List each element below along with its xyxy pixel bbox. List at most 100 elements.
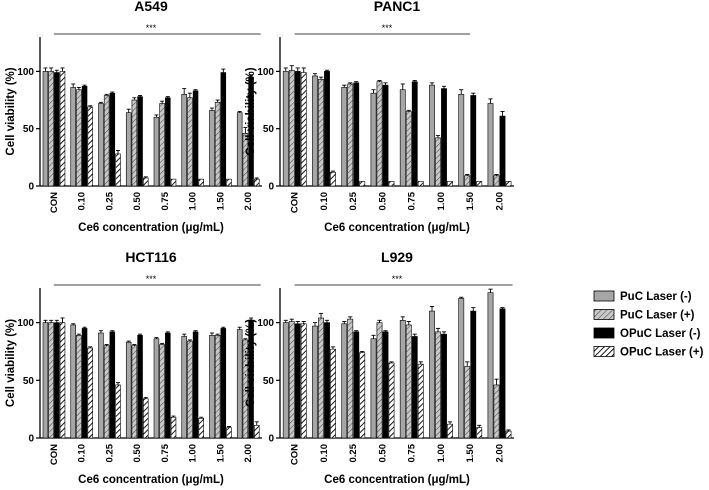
bar-l929-CON-s2 xyxy=(288,321,295,439)
bar-panc1-1.50-s2 xyxy=(464,175,471,187)
bar-hct116-2.00-s1 xyxy=(236,329,243,439)
bar-hct116-0.25-s1 xyxy=(98,332,104,439)
x-tick-label: 0.75 xyxy=(160,191,171,210)
bar-l929-0.25-s1 xyxy=(341,323,348,439)
bar-hct116-0.25-s4 xyxy=(115,384,121,439)
x-tick-label: CON xyxy=(49,192,60,213)
x-tick-label: 1.00 xyxy=(436,444,447,463)
bar-a549-1.50-s2 xyxy=(214,102,221,187)
bar-a549-CON-s1 xyxy=(42,71,49,187)
bar-hct116-0.10-s3 xyxy=(81,328,88,439)
x-axis-label: Ce6 concentration (μg/mL) xyxy=(78,222,224,234)
bar-l929-0.50-s1 xyxy=(370,338,377,439)
bar-panc1-0.50-s3 xyxy=(382,84,389,187)
x-tick-label: 0.25 xyxy=(348,443,359,462)
bar-l929-0.25-s2 xyxy=(347,318,354,439)
legend-label-3: OPuC Laser (-) xyxy=(620,328,701,340)
bar-panc1-0.10-s4 xyxy=(330,171,336,187)
bar-a549-0.10-s2 xyxy=(76,89,82,187)
bar-a549-CON-s4 xyxy=(59,71,66,187)
x-tick-label: 0.10 xyxy=(319,192,330,211)
x-tick-label: 0.25 xyxy=(104,443,115,462)
chart-title: L929 xyxy=(381,249,413,265)
bar-panc1-0.10-s3 xyxy=(324,71,330,187)
bar-a549-0.25-s4 xyxy=(115,153,121,187)
bar-hct116-0.75-s3 xyxy=(165,332,171,439)
bar-hct116-1.50-s2 xyxy=(214,335,221,439)
significance-label: *** xyxy=(146,274,157,284)
y-tick-label: 100 xyxy=(17,318,34,329)
x-axis-label: Ce6 concentration (μg/mL) xyxy=(324,222,470,234)
bar-a549-0.75-s2 xyxy=(159,103,165,187)
y-axis-label: Cell viability (%) xyxy=(5,67,17,155)
bar-a549-2.00-s4 xyxy=(254,178,260,187)
bar-panc1-0.25-s3 xyxy=(353,82,360,187)
bar-hct116-0.50-s2 xyxy=(131,345,138,439)
bar-l929-0.75-s1 xyxy=(399,320,406,439)
bar-a549-CON-s2 xyxy=(48,71,54,187)
y-tick-label: 0 xyxy=(28,434,34,445)
bar-l929-2.00-s2 xyxy=(493,384,500,439)
x-tick-label: 1.50 xyxy=(465,444,476,463)
bar-hct116-CON-s4 xyxy=(59,322,66,439)
x-tick-label: 1.50 xyxy=(215,192,226,211)
bar-a549-0.75-s4 xyxy=(170,178,177,187)
bar-l929-0.10-s2 xyxy=(318,317,324,439)
bar-l929-0.25-s3 xyxy=(353,331,360,439)
x-tick-label: 2.00 xyxy=(243,444,254,463)
legend-swatch-2 xyxy=(593,309,615,320)
bar-hct116-0.75-s2 xyxy=(159,344,165,439)
x-tick-label: CON xyxy=(290,192,301,213)
bar-hct116-1.50-s3 xyxy=(220,328,227,439)
bar-hct116-0.50-s1 xyxy=(125,341,132,439)
bar-a549-0.50-s1 xyxy=(125,112,132,187)
bar-panc1-1.50-s3 xyxy=(470,95,477,187)
chart-legend: PuC Laser (-) PuC Laser (+) OPuC Laser (-)… xyxy=(593,290,704,359)
significance-label: *** xyxy=(392,274,403,284)
chart-panels: 0 50 100 CON 0.10 0.25 0.50 0.75 1.00 1.50 2.00 A54… xyxy=(5,0,514,486)
bar-l929-1.50-s1 xyxy=(458,298,465,439)
x-tick-label: 0.75 xyxy=(407,191,418,210)
x-tick-label: CON xyxy=(49,444,60,465)
y-axis-label: Cell viability (%) xyxy=(245,67,257,155)
bar-hct116-2.00-s4 xyxy=(254,425,260,439)
x-axis-label: Ce6 concentration (μg/mL) xyxy=(324,474,470,486)
bar-a549-0.75-s3 xyxy=(165,97,171,187)
x-axis-label: Ce6 concentration (μg/mL) xyxy=(78,474,224,486)
bar-l929-1.00-s1 xyxy=(429,310,435,439)
bar-panc1-0.75-s4 xyxy=(417,181,424,187)
x-tick-label: 0.10 xyxy=(319,444,330,463)
x-tick-label: 0.75 xyxy=(407,443,418,462)
bar-hct116-0.10-s4 xyxy=(87,347,94,439)
bar-l929-1.00-s3 xyxy=(441,333,447,439)
bar-hct116-0.10-s1 xyxy=(70,324,76,439)
bar-panc1-1.50-s1 xyxy=(458,94,465,187)
x-tick-label: 1.50 xyxy=(215,444,226,463)
bar-a549-0.50-s4 xyxy=(143,177,149,187)
bar-a549-0.25-s2 xyxy=(103,95,110,187)
bar-panc1-0.25-s4 xyxy=(359,181,366,187)
bar-panc1-0.25-s1 xyxy=(341,87,348,187)
significance-label: *** xyxy=(382,23,393,33)
bar-a549-0.10-s3 xyxy=(81,85,88,187)
bar-panc1-CON-s3 xyxy=(294,71,301,187)
legend-label-1: PuC Laser (-) xyxy=(620,291,692,303)
y-tick-label: 50 xyxy=(263,124,275,135)
bar-hct116-0.75-s4 xyxy=(170,416,177,439)
bar-l929-0.50-s3 xyxy=(382,331,389,439)
bar-a549-0.10-s1 xyxy=(70,87,76,187)
bar-panc1-1.00-s1 xyxy=(429,84,435,187)
bar-hct116-0.25-s3 xyxy=(109,331,116,439)
bar-hct116-1.50-s1 xyxy=(209,335,215,439)
bar-l929-CON-s4 xyxy=(300,323,307,439)
bar-a549-1.50-s3 xyxy=(220,72,227,187)
bar-l929-0.10-s3 xyxy=(324,322,330,439)
bar-panc1-2.00-s4 xyxy=(505,181,512,187)
bar-l929-1.00-s4 xyxy=(447,423,453,439)
x-tick-label: CON xyxy=(290,444,301,465)
bar-a549-1.50-s4 xyxy=(226,178,232,187)
x-tick-label: 0.25 xyxy=(348,191,359,210)
x-tick-label: 1.00 xyxy=(436,192,447,211)
x-tick-label: 0.50 xyxy=(377,444,388,463)
